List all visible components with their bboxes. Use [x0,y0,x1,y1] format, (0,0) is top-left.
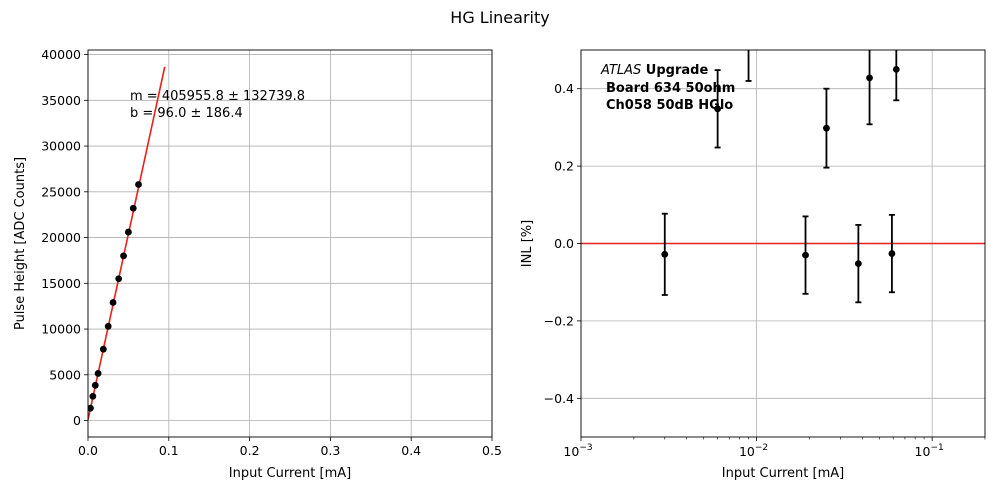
board-label: Board 634 50ohm [606,81,735,96]
fit-line [88,66,166,420]
x-tick-label: 10−2 [739,443,768,459]
data-point [89,392,97,400]
data-point [823,124,830,132]
data-point [888,250,896,257]
x-tick-label: 10−3 [563,443,592,459]
x-tick-label: 10−1 [915,443,944,459]
y-tick-label: 10000 [41,322,81,337]
data-point [124,228,132,236]
data-point [120,252,127,260]
data-point [802,251,809,259]
x-tick-label: 0.5 [482,443,502,458]
y-tick-label: 0 [73,413,81,428]
data-point [104,322,112,330]
y-axis-label: Pulse Height [ADC Counts] [13,157,28,330]
data-point [135,181,142,188]
y-tick-label: 0.4 [554,81,574,96]
data-point [892,65,900,73]
y-tick-label: 30000 [41,139,81,154]
y-tick-label: 0.2 [554,159,574,174]
x-tick-label: 0.3 [320,443,340,458]
y-tick-label: 40000 [41,47,81,62]
y-tick-label: −0.4 [544,391,574,406]
y-tick-label: 25000 [41,184,81,199]
axes-frame [87,49,493,438]
data-point [866,74,873,82]
data-point [661,250,669,258]
data-point [94,370,102,377]
channel-label: Ch058 50dB HGlo [606,98,733,113]
data-point [854,260,862,268]
atlas-label: ATLAS Upgrade [600,63,708,78]
x-tick-label: 0.2 [240,443,260,458]
data-point [129,204,137,212]
inl-plot: 10−3 10−2 10−1 −0.4 −0.2 0.0 0.2 0.4 Input Curre… [520,27,986,481]
y-tick-label: 20000 [41,230,81,245]
data-point [714,105,722,113]
data-point [99,345,107,353]
data-point [88,404,94,412]
axes-frame [580,49,986,438]
plot-area [88,66,166,420]
x-tick-label: 0.0 [78,443,98,458]
figure-title: HG Linearity [450,8,550,27]
y-tick-label: 15000 [41,276,81,291]
fit-slope-annotation: m = 405955.8 ± 132739.8 [130,89,305,104]
plot-area [581,27,985,304]
data-point [745,27,752,34]
x-tick-label: 0.1 [159,443,179,458]
x-axis-label: Input Current [mA] [722,466,844,481]
y-axis-label: INL [%] [520,220,535,267]
data-point [91,381,99,389]
linearity-plot: 0.0 0.1 0.2 0.3 0.4 0.5 0 5000 10000 15000 20000 25… [13,47,502,481]
data-point [115,275,123,283]
data-point [109,299,117,306]
y-tick-label: 0.0 [554,236,574,251]
x-axis-label: Input Current [mA] [229,466,351,481]
y-tick-label: 5000 [49,367,81,382]
fit-intercept-annotation: b = 96.0 ± 186.4 [130,106,243,121]
x-tick-label: 0.4 [401,443,421,458]
y-tick-label: 35000 [41,93,81,108]
y-tick-label: −0.2 [544,313,574,328]
